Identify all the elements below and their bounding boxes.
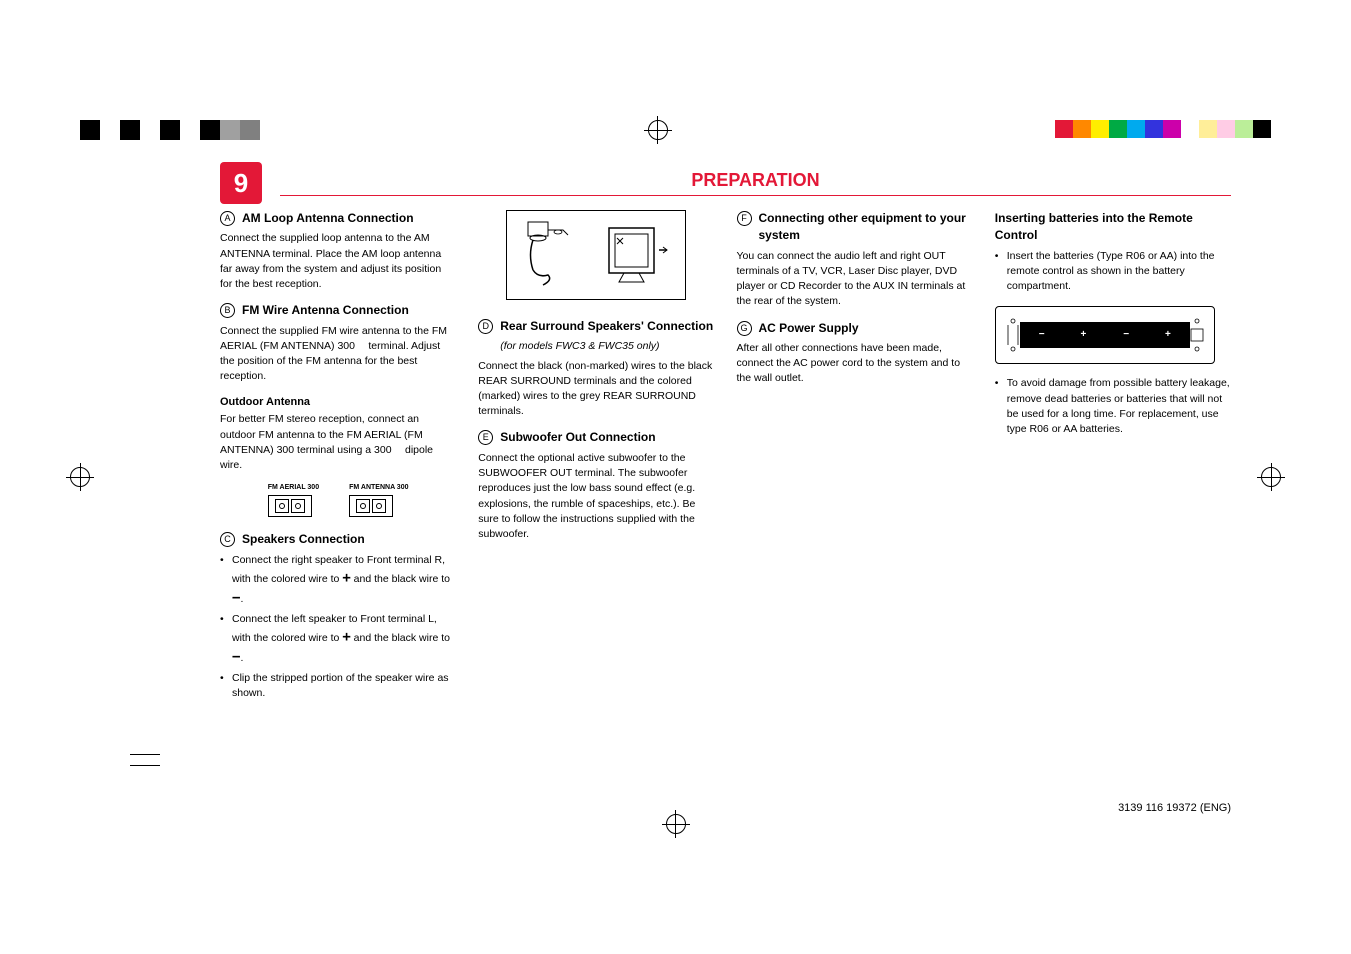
battery-diagram: −+ −+ <box>995 306 1215 364</box>
fm-aerial-terminal: FM AERIAL 300 <box>268 483 319 517</box>
column-2: D Rear Surround Speakers' Connection (fo… <box>478 210 714 704</box>
print-registration-top <box>0 120 1351 140</box>
am-loop-icon <box>599 220 669 290</box>
fm-aerial-label: FM AERIAL 300 <box>268 483 319 493</box>
list-item: Insert the batteries (Type R06 or AA) in… <box>995 249 1231 295</box>
section-f-title: Connecting other equipment to your syste… <box>759 211 966 242</box>
list-item: Connect the left speaker to Front termin… <box>220 612 456 668</box>
page-content: 9 PREPARATION A AM Loop Antenna Connecti… <box>220 170 1231 814</box>
section-c-title: Speakers Connection <box>242 532 365 546</box>
registration-mark-icon <box>648 120 668 140</box>
section-e-title: Subwoofer Out Connection <box>500 430 655 444</box>
section-d-heading: D Rear Surround Speakers' Connection <box>478 318 714 335</box>
section-d-note: (for models FWC3 & FWC35 only) <box>500 339 714 354</box>
list-item: To avoid damage from possible battery le… <box>995 376 1231 437</box>
grayscale-bars <box>80 120 260 140</box>
column-1: A AM Loop Antenna Connection Connect the… <box>220 210 456 704</box>
battery-clip-left-icon <box>1004 315 1022 355</box>
column-4: Inserting batteries into the Remote Cont… <box>995 210 1231 704</box>
letter-marker-a: A <box>220 211 235 226</box>
battery-cell-1: −+ <box>1021 323 1106 347</box>
section-f-heading: F Connecting other equipment to your sys… <box>737 210 973 245</box>
registration-mark-right-icon <box>1261 467 1281 487</box>
color-bars <box>1055 120 1271 140</box>
section-c-heading: C Speakers Connection <box>220 531 456 548</box>
page-title: PREPARATION <box>280 170 1231 196</box>
battery-clip-right-icon <box>1188 315 1206 355</box>
column-3: F Connecting other equipment to your sys… <box>737 210 973 704</box>
section-b-body: Connect the supplied FM wire antenna to … <box>220 324 456 385</box>
section-a-body: Connect the supplied loop antenna to the… <box>220 231 456 292</box>
section-f-body: You can connect the audio left and right… <box>737 249 973 310</box>
content-columns: A AM Loop Antenna Connection Connect the… <box>220 210 1231 704</box>
letter-marker-b: B <box>220 303 235 318</box>
footer-code: 3139 116 19372 (ENG) <box>1118 802 1231 814</box>
outdoor-antenna-body: For better FM stereo reception, connect … <box>220 412 456 473</box>
fm-antenna-label: FM ANTENNA 300 <box>349 483 408 493</box>
terminal-graphic-icon <box>349 495 393 517</box>
section-a-heading: A AM Loop Antenna Connection <box>220 210 456 227</box>
loop-antenna-icon <box>523 220 583 290</box>
letter-marker-g: G <box>737 321 752 336</box>
section-d-title: Rear Surround Speakers' Connection <box>500 319 713 333</box>
letter-marker-c: C <box>220 532 235 547</box>
section-d-body: Connect the black (non-marked) wires to … <box>478 359 714 420</box>
section-g-heading: G AC Power Supply <box>737 320 973 337</box>
fm-terminal-diagram: FM AERIAL 300 FM ANTENNA 300 <box>220 483 456 517</box>
battery-cell-2: −+ <box>1105 323 1189 347</box>
section-b-title: FM Wire Antenna Connection <box>242 303 409 317</box>
section-h-list-1: Insert the batteries (Type R06 or AA) in… <box>995 249 1231 295</box>
section-g-title: AC Power Supply <box>759 321 859 335</box>
outdoor-antenna-subheading: Outdoor Antenna <box>220 395 456 411</box>
section-b-heading: B FM Wire Antenna Connection <box>220 302 456 319</box>
letter-marker-e: E <box>478 430 493 445</box>
terminal-graphic-icon <box>268 495 312 517</box>
letter-marker-f: F <box>737 211 752 226</box>
section-g-body: After all other connections have been ma… <box>737 341 973 387</box>
list-item: Connect the right speaker to Front termi… <box>220 553 456 609</box>
fm-antenna-terminal: FM ANTENNA 300 <box>349 483 408 517</box>
section-h-heading: Inserting batteries into the Remote Cont… <box>995 210 1231 245</box>
section-e-body: Connect the optional active subwoofer to… <box>478 451 714 542</box>
section-e-heading: E Subwoofer Out Connection <box>478 429 714 446</box>
section-h-list-2: To avoid damage from possible battery le… <box>995 376 1231 437</box>
list-item: Clip the stripped portion of the speaker… <box>220 671 456 701</box>
registration-mark-left-icon <box>70 467 90 487</box>
registration-mark-bottom-icon <box>666 814 686 834</box>
battery-cells: −+ −+ <box>1020 322 1190 348</box>
section-c-list: Connect the right speaker to Front termi… <box>220 553 456 701</box>
section-a-title: AM Loop Antenna Connection <box>242 211 414 225</box>
page-number: 9 <box>220 162 262 204</box>
letter-marker-d: D <box>478 319 493 334</box>
antenna-diagram <box>506 210 686 300</box>
step-crop-mark <box>130 754 160 774</box>
